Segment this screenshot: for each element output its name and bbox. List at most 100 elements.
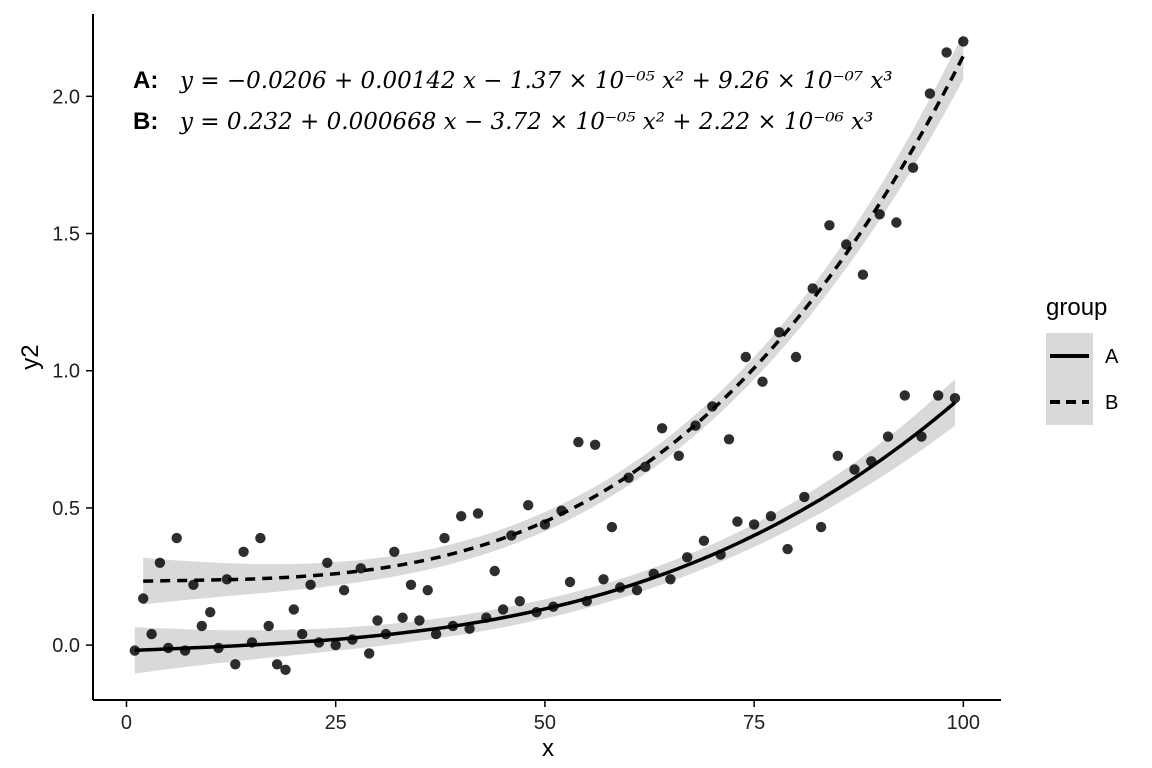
x-tick-label: 0 [121,712,132,734]
x-axis-title: x [542,735,554,762]
data-point-b [523,500,534,511]
data-point-a [815,521,827,533]
data-point-b [355,563,366,574]
data-point-a [665,574,676,585]
data-point-b [924,88,936,99]
y-tick-label: 1.0 [52,361,80,383]
data-point-b [238,546,249,557]
data-point-b [188,579,199,590]
data-point-a [598,574,609,585]
axes [92,14,1001,701]
data-point-a [765,511,777,522]
data-point-a [330,639,341,651]
data-point-b [606,521,618,533]
data-point-a [280,664,291,675]
data-point-b [807,283,818,294]
data-point-b [221,574,233,585]
data-point-a [129,645,140,656]
data-point-b [790,351,802,363]
data-point-b [489,565,500,577]
legend: group A B [1046,294,1119,425]
fit-line-a [134,401,957,653]
data-point-a [146,628,157,640]
data-point-b [623,472,634,483]
data-point-b [138,593,149,604]
data-point-a [933,390,944,401]
data-point-b [757,376,768,387]
data-point-b [874,209,885,220]
y-axis-title: y2 [17,344,44,369]
data-point-b [656,423,668,434]
data-point-a [230,659,241,670]
data-point-b [774,327,785,338]
data-point-a [497,604,509,615]
data-point-a [631,585,643,596]
data-point-b [271,659,283,670]
equation-a-prefix: A: [133,67,158,94]
data-point-b [205,607,216,618]
data-point-a [364,648,375,659]
data-point-a [732,516,743,527]
data-point-a [196,620,207,632]
data-point-b [338,585,350,596]
data-point-a [832,450,843,461]
data-point-b [389,546,400,557]
data-point-a [748,519,760,530]
y-tick-label: 0.5 [52,498,80,520]
data-point-b [439,532,450,544]
legend-label-b: B [1105,392,1118,414]
data-point-b [372,615,383,626]
fit-line-b [143,55,965,583]
data-point-b [740,351,751,363]
equation-b: y = 0.232 + 0.000668 x − 3.72 × 10⁻⁰⁵ x²… [179,109,873,135]
fit-lines [134,55,965,653]
y-tick-label: 1.5 [52,224,80,246]
data-point-b [171,532,182,544]
data-point-b [422,585,433,596]
data-point-a [514,596,525,607]
data-point-b [154,557,166,568]
data-point-b [255,532,266,544]
equation-b-prefix: B: [133,108,158,135]
data-point-b [405,579,417,590]
data-point-a [682,552,693,563]
data-point-b [857,269,869,280]
data-point-b [824,220,835,231]
y-tick-label: 0.0 [52,635,80,657]
data-point-b [673,450,684,461]
data-point-b [456,511,467,522]
data-point-b [573,436,584,448]
y-tick-label: 2.0 [52,86,80,108]
data-point-b [288,604,299,615]
data-point-a [949,393,961,404]
data-point-b [941,47,952,58]
data-point-a [849,464,860,475]
data-point-a [799,491,810,503]
x-tick-label: 25 [325,712,347,734]
data-point-a [564,576,576,588]
axis-ticks: 0 25 50 75 100 0.0 0.5 1.0 1.5 2.0 [52,86,980,734]
data-point-a [263,620,274,632]
legend-title: group [1046,294,1107,321]
data-point-b [958,36,969,47]
data-point-a [414,615,425,626]
data-point-a [698,535,710,546]
x-tick-label: 50 [534,712,556,734]
legend-label-a: A [1105,346,1119,368]
data-point-a [782,543,793,555]
data-point-b [472,508,484,519]
data-point-a [297,628,308,640]
data-point-b [891,217,902,228]
data-point-b [589,439,601,450]
equation-annotations: A: y = −0.0206 + 0.00142 x − 1.37 × 10⁻⁰… [133,67,893,135]
data-point-b [723,434,735,445]
x-tick-label: 100 [947,712,980,734]
data-point-a [882,431,894,442]
x-tick-label: 75 [743,712,765,734]
data-point-a [397,612,408,623]
data-point-a [430,628,442,640]
data-point-b [907,162,919,173]
equation-a: y = −0.0206 + 0.00142 x − 1.37 × 10⁻⁰⁵ x… [179,68,893,94]
